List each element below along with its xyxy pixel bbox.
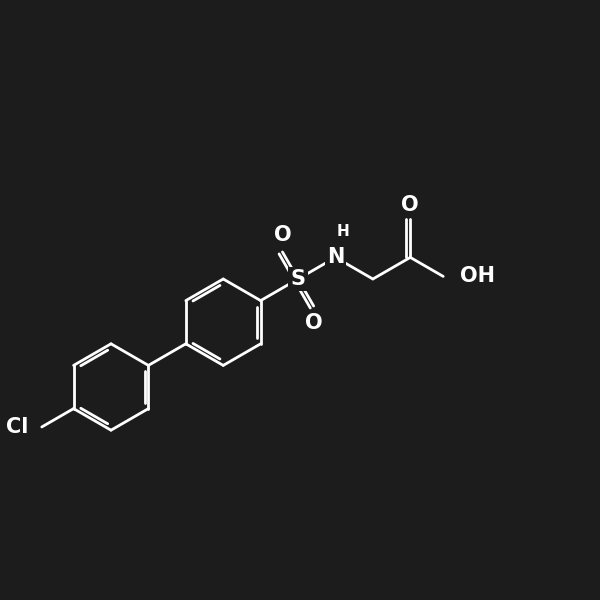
Text: O: O	[274, 225, 291, 245]
Text: N: N	[327, 247, 344, 268]
Text: OH: OH	[460, 266, 495, 286]
Text: O: O	[305, 313, 322, 333]
Text: H: H	[337, 224, 350, 239]
Text: O: O	[401, 194, 419, 215]
Text: S: S	[290, 269, 305, 289]
Text: Cl: Cl	[6, 417, 29, 437]
